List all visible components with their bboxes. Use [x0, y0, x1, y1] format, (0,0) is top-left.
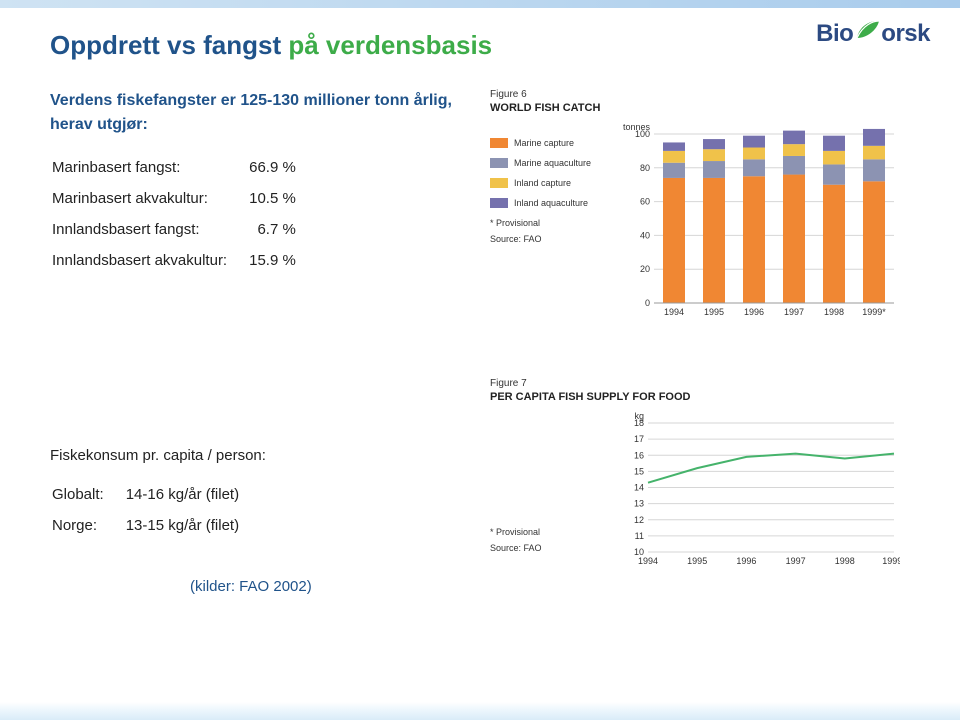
provisional-note: * Provisional — [490, 218, 620, 228]
logo-text-a: Bio — [816, 20, 853, 48]
legend-swatch — [490, 178, 508, 188]
svg-text:1998: 1998 — [835, 556, 855, 566]
catch-table: Marinbasert fangst:66.9 % Marinbasert ak… — [50, 151, 298, 277]
svg-text:60: 60 — [640, 197, 650, 207]
figure-label: Figure 6 — [490, 89, 926, 101]
svg-text:1997: 1997 — [784, 307, 804, 317]
table-row: Innlandsbasert fangst:6.7 % — [52, 215, 296, 244]
bioforsk-logo: Bio orsk — [816, 18, 930, 49]
svg-text:0: 0 — [645, 298, 650, 308]
svg-text:20: 20 — [640, 264, 650, 274]
legend-swatch — [490, 158, 508, 168]
svg-text:kg: kg — [634, 411, 644, 421]
source-note: (kilder: FAO 2002) — [190, 578, 460, 595]
table-row: Innlandsbasert akvakultur:15.9 % — [52, 246, 296, 275]
legend-label: Inland aquaculture — [514, 198, 588, 208]
figure-7: Figure 7 PER CAPITA FISH SUPPLY FOR FOOD… — [490, 378, 926, 579]
figure-title: PER CAPITA FISH SUPPLY FOR FOOD — [490, 391, 926, 403]
title-part-b: på verdensbasis — [288, 30, 492, 60]
svg-text:1996: 1996 — [744, 307, 764, 317]
table-row: Norge:13-15 kg/år (filet) — [52, 511, 239, 540]
svg-text:1999*: 1999* — [882, 556, 900, 566]
table-row: Marinbasert fangst:66.9 % — [52, 153, 296, 182]
svg-text:1999*: 1999* — [862, 307, 886, 317]
bottom-wave — [0, 702, 960, 720]
legend-item: Inland capture — [490, 178, 620, 188]
legend-label: Inland capture — [514, 178, 571, 188]
legend-item: Marine aquaculture — [490, 158, 620, 168]
table-row: Globalt:14-16 kg/år (filet) — [52, 480, 239, 509]
legend-label: Marine capture — [514, 138, 574, 148]
world-fish-catch-chart: 020406080100Million tonnes19941995199619… — [620, 120, 900, 325]
svg-text:16: 16 — [634, 450, 644, 460]
source-text: Source: FAO — [490, 234, 620, 244]
intro-text: Verdens fiskefangster er 125-130 million… — [50, 89, 460, 137]
svg-text:1998: 1998 — [824, 307, 844, 317]
figure-6-legend: Marine capture Marine aquaculture Inland c… — [490, 120, 620, 244]
konsum-block: Fiskekonsum pr. capita / person: Globalt… — [50, 447, 460, 595]
leaf-icon — [853, 18, 881, 42]
svg-text:1995: 1995 — [704, 307, 724, 317]
svg-text:12: 12 — [634, 515, 644, 525]
konsum-title: Fiskekonsum pr. capita / person: — [50, 447, 460, 464]
source-text: Source: FAO — [490, 543, 620, 553]
figure-6: Figure 6 WORLD FISH CATCH Marine capture… — [490, 89, 926, 330]
legend-item: Inland aquaculture — [490, 198, 620, 208]
svg-text:1996: 1996 — [736, 556, 756, 566]
legend-label: Marine aquaculture — [514, 158, 591, 168]
right-column: Figure 6 WORLD FISH CATCH Marine capture… — [490, 89, 926, 595]
svg-text:1994: 1994 — [664, 307, 684, 317]
provisional-note: * Provisional — [490, 527, 620, 537]
svg-text:13: 13 — [634, 499, 644, 509]
svg-text:1994: 1994 — [638, 556, 658, 566]
svg-text:Million tonnes: Million tonnes — [620, 122, 650, 132]
legend-swatch — [490, 138, 508, 148]
legend-item: Marine capture — [490, 138, 620, 148]
svg-text:1997: 1997 — [786, 556, 806, 566]
svg-text:80: 80 — [640, 163, 650, 173]
konsum-table: Globalt:14-16 kg/år (filet) Norge:13-15 … — [50, 478, 241, 542]
figure-label: Figure 7 — [490, 378, 926, 390]
title-part-a: Oppdrett vs fangst — [50, 30, 288, 60]
svg-text:14: 14 — [634, 483, 644, 493]
left-column: Verdens fiskefangster er 125-130 million… — [50, 89, 460, 595]
legend-swatch — [490, 198, 508, 208]
svg-text:1995: 1995 — [687, 556, 707, 566]
logo-text-b: orsk — [881, 20, 930, 48]
top-banner — [0, 0, 960, 8]
per-capita-chart: 101112131415161718kg19941995199619971998… — [620, 409, 900, 574]
table-row: Marinbasert akvakultur:10.5 % — [52, 184, 296, 213]
svg-text:15: 15 — [634, 466, 644, 476]
svg-text:40: 40 — [640, 230, 650, 240]
svg-text:17: 17 — [634, 434, 644, 444]
page-title: Oppdrett vs fangst på verdensbasis — [50, 30, 926, 61]
figure-7-footnotes: * Provisional Source: FAO — [490, 409, 620, 553]
figure-title: WORLD FISH CATCH — [490, 102, 926, 114]
svg-text:11: 11 — [635, 531, 644, 541]
